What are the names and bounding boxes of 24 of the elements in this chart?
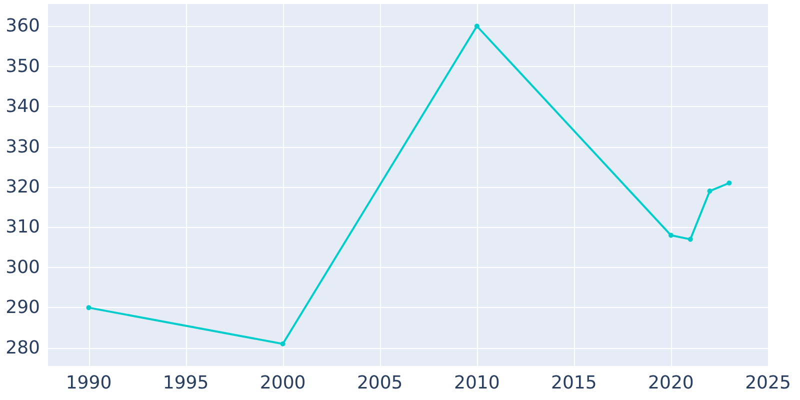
y-tick-label: 290 [6,297,40,318]
y-tick-label: 320 [6,176,40,198]
x-tick-label: 2025 [745,372,791,394]
point [474,24,480,29]
x-tick-label: 2020 [648,372,694,394]
point [668,232,674,238]
point [688,236,693,242]
x-tick-label: 2000 [260,372,306,394]
y-tick-label: 280 [6,337,40,358]
x-tick-label: 2010 [454,372,500,394]
point [726,180,732,186]
x-tick-label: 1990 [66,372,112,394]
y-tick-label: 350 [6,56,40,77]
y-tick-label: 340 [6,96,40,118]
point [86,305,92,310]
y-tick-label: 360 [6,16,40,37]
y-tick-label: 310 [6,216,40,238]
point [280,341,286,346]
x-tick-label: 2015 [551,372,597,394]
x-tick-label: 1995 [162,372,209,394]
y-tick-label: 330 [6,136,40,158]
point [707,188,712,194]
x-tick-label: 2005 [356,372,403,394]
y-tick-label: 300 [6,256,40,278]
